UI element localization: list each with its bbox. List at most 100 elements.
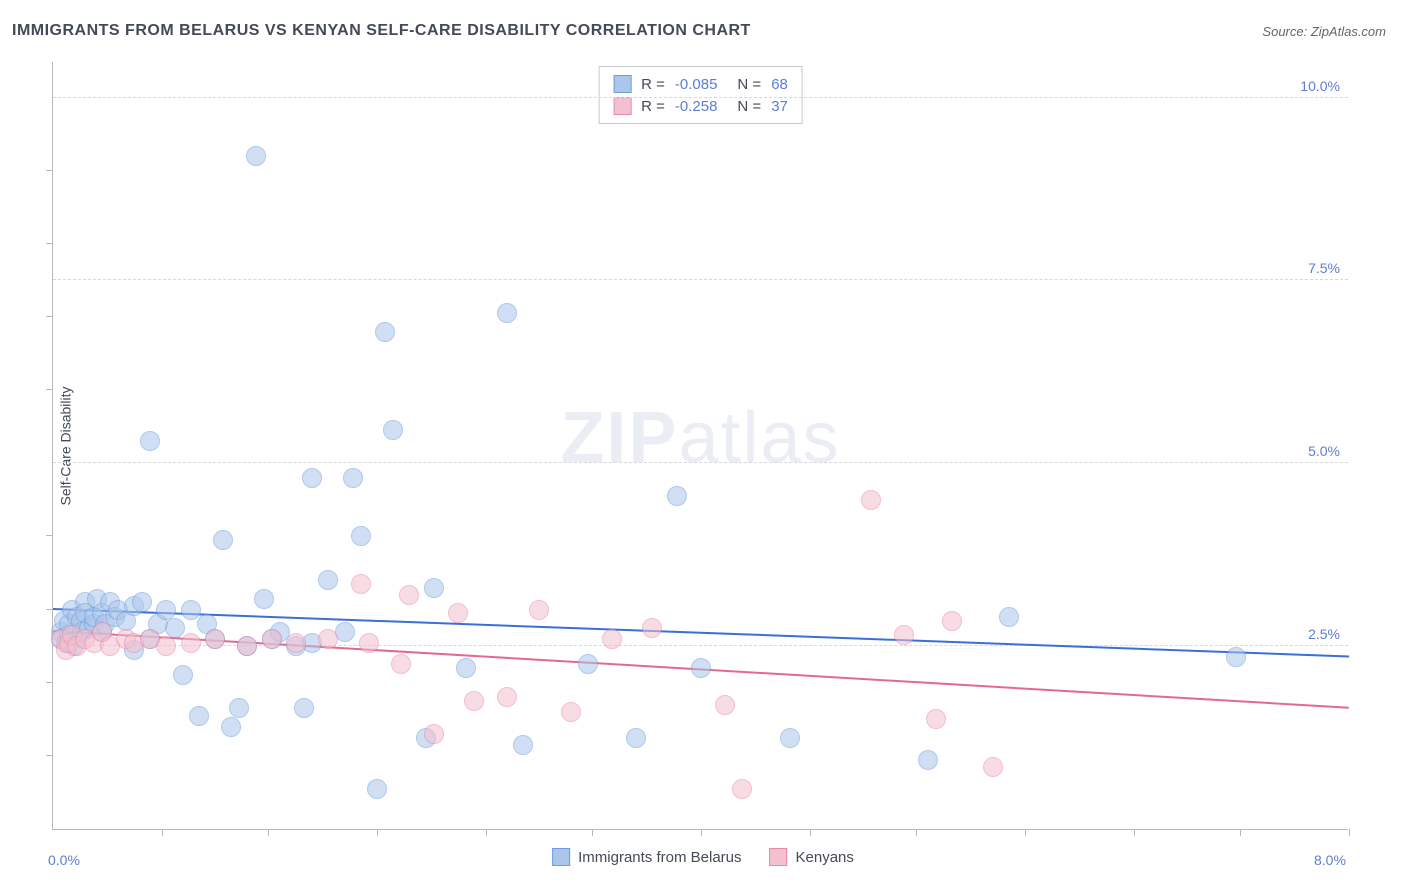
correlation-row-1: R = -0.085 N = 68: [613, 73, 788, 95]
y-minor-tick: [46, 682, 53, 683]
n-label: N =: [737, 98, 761, 115]
swatch-series-2: [613, 97, 631, 115]
data-point: [497, 687, 517, 707]
data-point: [181, 633, 201, 653]
data-point: [351, 574, 371, 594]
y-minor-tick: [46, 316, 53, 317]
data-point: [173, 665, 193, 685]
x-tick: [162, 829, 163, 836]
legend-item: Immigrants from Belarus: [552, 848, 741, 866]
x-tick: [701, 829, 702, 836]
data-point: [691, 658, 711, 678]
data-point: [367, 779, 387, 799]
gridline: [53, 279, 1348, 280]
source-label: Source:: [1262, 24, 1307, 39]
data-point: [359, 633, 379, 653]
y-tick-label: 2.5%: [1308, 626, 1340, 642]
x-tick: [592, 829, 593, 836]
data-point: [156, 636, 176, 656]
legend-item: Kenyans: [770, 848, 854, 866]
r-label: R =: [641, 98, 665, 115]
data-point: [732, 779, 752, 799]
data-point: [262, 629, 282, 649]
y-minor-tick: [46, 170, 53, 171]
data-point: [602, 629, 622, 649]
data-point: [448, 603, 468, 623]
data-point: [165, 618, 185, 638]
data-point: [780, 728, 800, 748]
data-point: [424, 724, 444, 744]
data-point: [237, 636, 257, 656]
y-tick-label: 7.5%: [1308, 260, 1340, 276]
data-point: [642, 618, 662, 638]
data-point: [926, 709, 946, 729]
data-point: [254, 589, 274, 609]
y-tick-label: 5.0%: [1308, 443, 1340, 459]
data-point: [221, 717, 241, 737]
r-label: R =: [641, 76, 665, 93]
x-tick: [810, 829, 811, 836]
data-point: [399, 585, 419, 605]
data-point: [861, 490, 881, 510]
data-point: [983, 757, 1003, 777]
x-tick: [1025, 829, 1026, 836]
data-point: [294, 698, 314, 718]
data-point: [156, 600, 176, 620]
data-point: [343, 468, 363, 488]
correlation-legend: R = -0.085 N = 68 R = -0.258 N = 37: [598, 66, 803, 124]
data-point: [140, 431, 160, 451]
data-point: [181, 600, 201, 620]
data-point: [318, 629, 338, 649]
series-legend: Immigrants from Belarus Kenyans: [552, 848, 854, 866]
data-point: [918, 750, 938, 770]
data-point: [318, 570, 338, 590]
watermark-zip: ZIP: [560, 397, 678, 477]
legend-swatch: [770, 848, 788, 866]
data-point: [529, 600, 549, 620]
y-minor-tick: [46, 389, 53, 390]
y-minor-tick: [46, 535, 53, 536]
data-point: [561, 702, 581, 722]
watermark: ZIPatlas: [560, 396, 840, 478]
data-point: [999, 607, 1019, 627]
x-tick: [377, 829, 378, 836]
n-value-2: 37: [771, 98, 788, 115]
data-point: [894, 625, 914, 645]
data-point: [424, 578, 444, 598]
chart-title: IMMIGRANTS FROM BELARUS VS KENYAN SELF-C…: [12, 22, 751, 40]
data-point: [286, 633, 306, 653]
legend-label: Kenyans: [796, 849, 854, 866]
source-name: ZipAtlas.com: [1311, 24, 1386, 39]
data-point: [132, 592, 152, 612]
legend-swatch: [552, 848, 570, 866]
data-point: [456, 658, 476, 678]
data-point: [189, 706, 209, 726]
data-point: [626, 728, 646, 748]
legend-label: Immigrants from Belarus: [578, 849, 741, 866]
r-value-1: -0.085: [675, 76, 718, 93]
y-minor-tick: [46, 609, 53, 610]
data-point: [351, 526, 371, 546]
data-point: [213, 530, 233, 550]
data-point: [1226, 647, 1246, 667]
x-axis-min-label: 0.0%: [48, 852, 80, 868]
x-tick: [1349, 829, 1350, 836]
x-tick: [486, 829, 487, 836]
gridline: [53, 97, 1348, 98]
x-tick: [1240, 829, 1241, 836]
data-point: [513, 735, 533, 755]
watermark-atlas: atlas: [678, 397, 840, 477]
x-axis-max-label: 8.0%: [1314, 852, 1346, 868]
data-point: [302, 468, 322, 488]
x-tick: [1134, 829, 1135, 836]
data-point: [391, 654, 411, 674]
swatch-series-1: [613, 75, 631, 93]
y-minor-tick: [46, 755, 53, 756]
data-point: [246, 146, 266, 166]
x-tick: [916, 829, 917, 836]
n-label: N =: [737, 76, 761, 93]
data-point: [383, 420, 403, 440]
data-point: [578, 654, 598, 674]
gridline: [53, 462, 1348, 463]
data-point: [229, 698, 249, 718]
